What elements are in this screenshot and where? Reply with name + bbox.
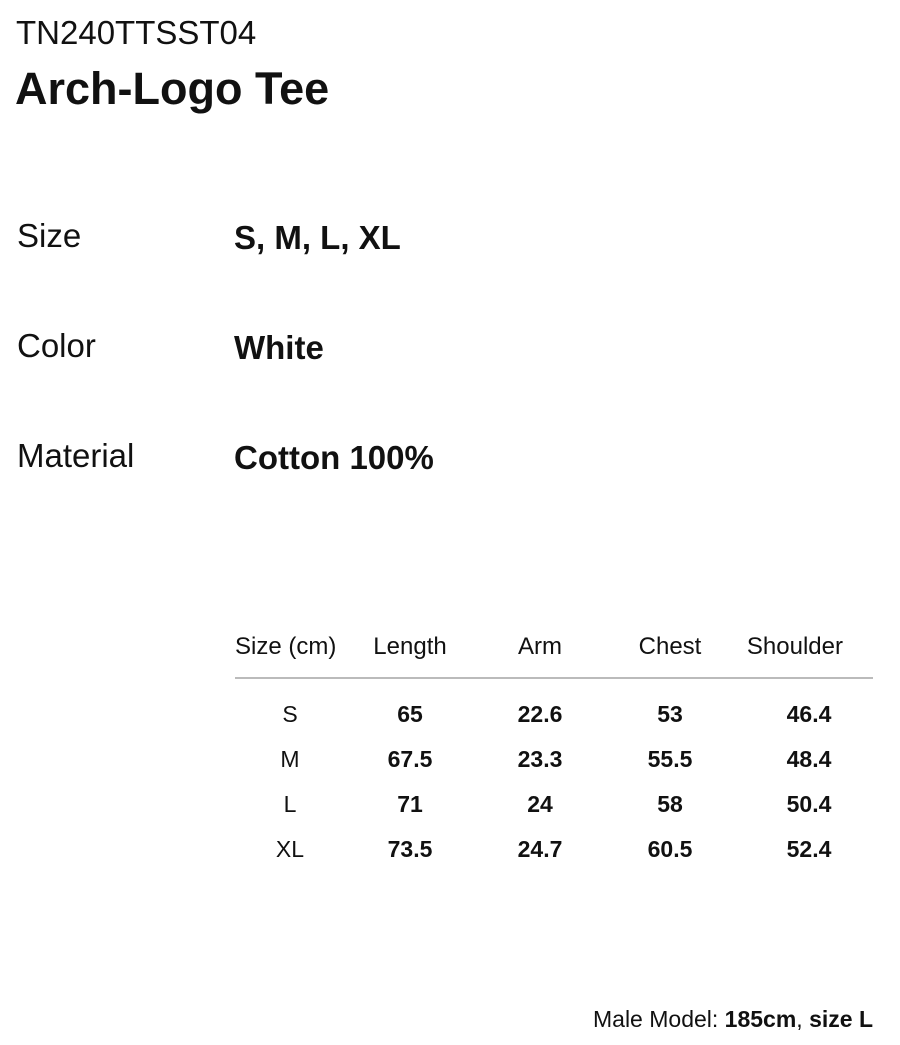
table-cell: 55.5: [647, 746, 693, 772]
table-row: M 67.5 23.3 55.5 48.4: [235, 737, 873, 782]
model-label: Male Model:: [593, 1006, 719, 1032]
spec-label-color: Color: [17, 327, 96, 364]
table-cell: S: [282, 701, 298, 727]
table-cell: 52.4: [786, 836, 832, 862]
model-sep: ,: [796, 1006, 803, 1032]
table-cell: 24: [527, 791, 553, 817]
spec-value-size: S, M, L, XL: [234, 219, 401, 256]
spec-label-size: Size: [17, 217, 82, 254]
product-code: TN240TTSST04: [16, 14, 257, 51]
table-header: Size (cm) Length Arm Chest Shoulder: [235, 624, 873, 669]
divider: [235, 677, 873, 679]
table-cell: 58: [657, 791, 683, 817]
table-row: XL 73.5 24.7 60.5 52.4: [235, 827, 873, 872]
table-cell: 50.4: [786, 791, 832, 817]
header-cell: Shoulder: [746, 632, 843, 660]
table-cell: 60.5: [647, 836, 693, 862]
table-row: S 65 22.6 53 46.4: [235, 692, 873, 737]
table-cell: 46.4: [786, 701, 832, 727]
table-cell: 67.5: [387, 746, 433, 772]
table-cell: 73.5: [387, 836, 433, 862]
table-cell: 48.4: [786, 746, 832, 772]
table-cell: M: [280, 746, 300, 772]
model-size: size L: [809, 1006, 873, 1032]
header-cell: Length: [373, 632, 447, 660]
model-info: Male Model: 185cm, size L: [593, 1004, 873, 1034]
product-title: Arch-Logo Tee: [15, 63, 330, 114]
table-cell: 24.7: [517, 836, 563, 862]
header-cell: Chest: [638, 632, 702, 660]
spec-label-material: Material: [17, 437, 135, 474]
header-cell: Size (cm): [235, 632, 337, 660]
size-table: Size (cm) Length Arm Chest Shoulder S 65 2…: [235, 624, 873, 872]
table-cell: XL: [275, 836, 305, 862]
table-cell: L: [283, 791, 297, 817]
spec-value-material: Cotton 100%: [234, 439, 434, 476]
table-cell: 53: [657, 701, 683, 727]
table-cell: 23.3: [517, 746, 563, 772]
table-cell: 22.6: [517, 701, 563, 727]
model-height: 185cm: [724, 1006, 797, 1032]
table-cell: 71: [397, 791, 423, 817]
table-cell: 65: [397, 701, 423, 727]
spec-value-color: White: [234, 329, 324, 366]
header-cell: Arm: [518, 632, 562, 660]
table-row: L 71 24 58 50.4: [235, 782, 873, 827]
